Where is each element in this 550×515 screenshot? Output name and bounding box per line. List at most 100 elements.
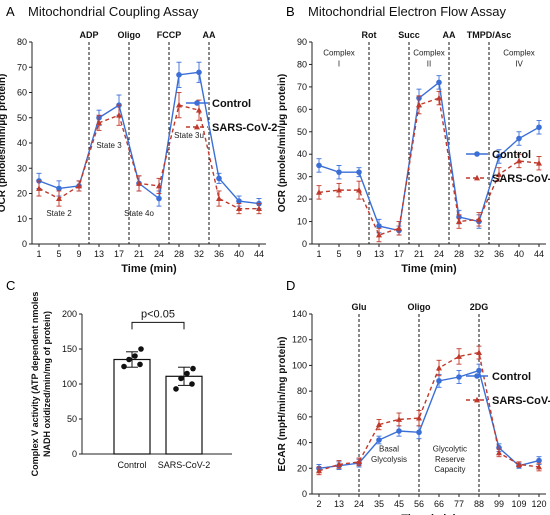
panel-d-y-tick-label: 0 [302,489,307,499]
panel-a-y-tick-label: 80 [17,37,27,47]
panel-b-legend-marker [474,174,480,181]
panel-a-data-point [116,112,122,118]
panel-a-data-point [136,180,142,186]
panel-b-chart: 0 10 20 30 40 50 60 70 80 90 1 5 9 13 17 21 24 28 32 36 40 44… [277,30,550,275]
panel-b-data-point [456,218,462,224]
panel-d-data-point [456,353,462,359]
panel-d-data-point [536,457,542,464]
panel-a-annotation: State 4o [124,209,154,218]
panel-b-x-tick-label: 5 [336,249,341,259]
panel-d-y-tick-label: 100 [292,360,307,370]
panel-a-data-point [216,175,222,182]
panel-b-x-tick-label: 13 [374,249,384,259]
panel-d-data-point [516,461,522,467]
panel-c-significance-bracket [131,321,185,330]
panel-b-series-line [318,81,540,232]
panel-c-y-axis-label: Complex V activity (ATP dependent nmoles [30,292,40,477]
panel-c-data-point [126,356,132,363]
panel-b-data-point [436,79,442,86]
panel-letter-d: D [286,278,295,293]
panel-a-data-point [76,182,82,189]
panel-a-y-tick-label: 40 [17,138,27,148]
panel-d-data-point [416,429,422,436]
panel-a-y-tick-label: 10 [17,214,27,224]
panel-c-data-point [184,370,190,377]
panel-c-x-tick-label: SARS-CoV-2 [158,460,211,470]
panel-a-x-tick-label: 13 [94,249,104,259]
panel-d-x-tick-label: 13 [334,499,344,509]
panel-c-x-tick-label: Control [117,460,146,470]
panel-b-y-tick-label: 70 [297,82,307,92]
panel-b-y-axis-label: OCR (pmoles/min/µg protein) [277,74,288,213]
panel-a-data-point [36,185,42,191]
panel-d-series-line [318,369,540,469]
panel-b-x-tick-label: 32 [474,249,484,259]
panel-a-series-line [38,104,259,210]
panel-d-data-point [536,463,542,470]
panel-d-annotation: Glycolytic [433,445,467,454]
panel-b-legend-marker [474,151,480,157]
panel-d-x-tick-label: 35 [374,499,384,509]
panel-d-data-point [456,374,462,380]
panel-d-x-tick-label: 99 [494,499,504,509]
panel-c-data-point [137,361,143,368]
panel-d-data-point [376,437,382,443]
panel-a-y-tick-label: 50 [17,113,27,123]
panel-a-data-point [176,72,182,78]
panel-d-data-point [416,414,422,421]
panel-d-y-tick-label: 20 [297,463,307,473]
panel-d-x-tick-label: 56 [414,499,424,509]
panel-a-x-tick-label: 5 [56,249,61,259]
panel-b-data-point [516,157,522,164]
panel-b-data-point [476,216,482,222]
panel-b-data-point [436,94,442,101]
panel-a-data-point [56,195,62,201]
panel-c-chart: 0 50 100 150 200 Control SARS-CoV-2 p<0.05 Compl… [30,292,232,477]
panel-c-data-point [190,365,196,372]
panel-b-x-tick-label: 1 [316,249,321,259]
panel-a-data-point [56,185,62,192]
panel-d-y-tick-label: 140 [292,309,307,319]
panel-d-data-point [336,461,342,467]
panel-a-y-tick-label: 20 [17,189,27,199]
panel-d-x-tick-label: 88 [474,499,484,509]
panel-letter-a: A [6,4,15,19]
panel-b-y-tick-label: 50 [297,127,307,137]
panel-d-data-point [436,364,442,371]
panel-b-data-point [396,225,402,231]
panel-a-chart: 0 10 20 30 40 50 60 70 80 1 5 9 13 17 21 24 28 32 36 40 44 Ti… [0,30,277,275]
panel-d-y-axis-label: ECAR (mpH/min/mg protein) [277,337,288,472]
panel-d-annotation: Capacity [434,465,465,474]
panel-letter-b: B [286,4,295,19]
panel-d-series-line [318,351,540,472]
panel-b-data-point [356,169,362,175]
panel-b-y-tick-label: 60 [297,104,307,114]
panel-b-annotation: I [338,60,340,69]
panel-a-data-point [156,182,162,189]
panel-a-x-tick-label: 32 [194,249,204,259]
panel-b-x-tick-label: 17 [394,249,404,259]
panel-b-x-axis-label: Time (min) [401,263,457,275]
panel-a-data-point [196,69,202,76]
panel-a-x-tick-label: 24 [154,249,164,259]
panel-a-data-point [256,205,262,212]
panel-b-y-tick-label: 20 [297,194,307,204]
panel-c-y-tick-label: 50 [67,414,77,424]
panel-b-data-point [496,153,502,160]
panel-b-injection-label: AA [443,30,456,40]
panel-a-annotation: State 3u [174,131,204,140]
panel-b-x-tick-label: 24 [434,249,444,259]
panel-d-x-tick-label: 45 [394,499,404,509]
panel-d-y-tick-label: 60 [297,412,307,422]
panel-b-annotation: Complex [503,48,535,57]
panel-d-legend-label: Control [492,371,531,383]
panel-b-injection-label: Rot [362,30,377,40]
panel-d-data-point [496,449,502,456]
panel-a-title: Mitochondrial Coupling Assay [28,4,199,19]
panel-b-series-line [318,97,540,236]
panel-d-x-axis-label: Time (min) [401,513,457,515]
panel-b-y-tick-label: 0 [302,239,307,249]
panel-c-data-point [132,353,138,359]
panel-c-data-point [121,363,127,370]
panel-a-x-axis-label: Time (min) [121,263,177,275]
